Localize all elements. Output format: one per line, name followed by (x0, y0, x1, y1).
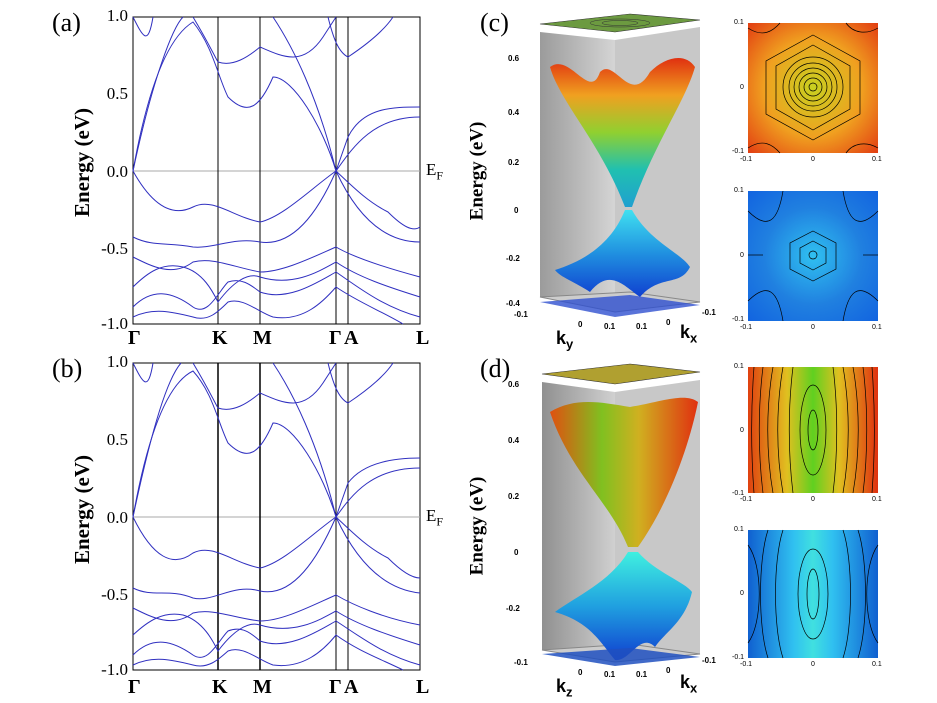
contour-d-lower (747, 529, 879, 659)
kpoint-b-m: M (253, 676, 272, 698)
c-base-tick-3: 0.1 (604, 322, 616, 331)
panel-label-d: (d) (480, 354, 511, 383)
cu-xtick-1: -0.1 (740, 156, 753, 163)
du-ytick-1: 0.1 (734, 363, 744, 370)
axis-kx-c: kx (680, 322, 698, 346)
kpoint-b-gamma2: Γ (329, 676, 342, 698)
contour-d-upper (748, 366, 878, 494)
c-base-tick-1: -0.1 (514, 310, 528, 319)
d-base-tick-4: 0.1 (636, 670, 648, 679)
cu-ytick-2: 0 (740, 84, 744, 91)
ytick-a-4: -0.5 (101, 239, 128, 258)
d-base-tick-1: -0.1 (514, 658, 528, 667)
surface-3d-c (539, 13, 701, 317)
c-base-tick-6: -0.1 (702, 308, 716, 317)
axis-ky: ky (556, 328, 574, 352)
du-xtick-2: 0 (811, 496, 815, 503)
kpoint-a-gamma: Γ (128, 327, 141, 349)
fermi-label-a: EF (426, 160, 444, 183)
contour-c-upper (747, 22, 879, 154)
zd-tick-4: 0 (514, 548, 519, 557)
c-base-tick-5: 0 (666, 318, 671, 327)
band-structure-b (132, 362, 421, 671)
ytick-b-5: -1.0 (101, 660, 128, 679)
kpoint-b-gamma: Γ (128, 676, 141, 698)
dl-xtick-2: 0 (811, 661, 815, 668)
d-base-tick-5: 0 (666, 666, 671, 675)
d-base-tick-3: 0.1 (604, 670, 616, 679)
d-base-tick-6: -0.1 (702, 656, 716, 665)
zd-tick-3: 0.2 (508, 492, 520, 501)
dl-ytick-3: -0.1 (732, 654, 745, 661)
cl-ytick-2: 0 (740, 252, 744, 259)
cu-ytick-1: 0.1 (734, 19, 744, 26)
cl-ytick-1: 0.1 (734, 187, 744, 194)
ytick-b-2: 0.5 (106, 430, 128, 449)
du-xtick-3: 0.1 (872, 496, 882, 503)
ytick-a-3: 0.0 (106, 162, 128, 181)
zc-tick-4: 0 (514, 206, 519, 215)
ytick-b-1: 1.0 (106, 352, 128, 371)
dl-xtick-3: 0.1 (872, 661, 882, 668)
axis-kz: kz (556, 676, 573, 700)
ylabel-d: Energy (eV) (466, 476, 488, 576)
ytick-b-3: 0.0 (106, 508, 128, 527)
kpoint-a-l: L (416, 327, 430, 349)
band-structure-a (132, 16, 421, 325)
fermi-label-b: EF (426, 506, 444, 529)
ytick-a-1: 1.0 (106, 6, 128, 25)
cl-xtick-2: 0 (811, 324, 815, 331)
panel-label-b: (b) (52, 354, 83, 383)
kpoint-b-k: K (212, 676, 228, 698)
zc-tick-3: 0.2 (508, 158, 520, 167)
panel-label-c: (c) (480, 8, 509, 37)
zd-tick-1: 0.6 (508, 380, 520, 389)
ytick-a-5: -1.0 (101, 314, 128, 333)
du-xtick-1: -0.1 (740, 496, 753, 503)
zc-tick-5: -0.2 (506, 254, 520, 263)
kpoint-a-k: K (212, 327, 228, 349)
zd-tick-2: 0.4 (508, 436, 520, 445)
kpoint-a-a: A (344, 327, 359, 349)
kpoint-a-m: M (253, 327, 272, 349)
du-ytick-2: 0 (740, 427, 744, 434)
kpoint-b-l: L (416, 676, 430, 698)
axis-kx-d: kx (680, 672, 698, 696)
dl-xtick-1: -0.1 (740, 661, 753, 668)
dl-ytick-2: 0 (740, 590, 744, 597)
kpoint-a-gamma2: Γ (329, 327, 342, 349)
panel-label-a: (a) (52, 8, 81, 37)
surface-3d-d (541, 363, 701, 666)
ytick-b-4: -0.5 (101, 585, 128, 604)
d-base-tick-2: 0 (578, 668, 583, 677)
du-ytick-3: -0.1 (732, 490, 745, 497)
cu-ytick-3: -0.1 (732, 148, 745, 155)
zd-tick-5: -0.2 (506, 604, 520, 613)
c-base-tick-4: 0.1 (636, 322, 648, 331)
zc-tick-1: 0.6 (508, 54, 520, 63)
cl-xtick-1: -0.1 (740, 324, 753, 331)
cl-ytick-3: -0.1 (732, 316, 745, 323)
cu-xtick-2: 0 (811, 156, 815, 163)
zc-tick-2: 0.4 (508, 108, 520, 117)
dl-ytick-1: 0.1 (734, 526, 744, 533)
cl-xtick-3: 0.1 (872, 324, 882, 331)
kpoint-b-a: A (344, 676, 359, 698)
contour-c-lower (747, 190, 879, 322)
ytick-a-2: 0.5 (106, 84, 128, 103)
cu-xtick-3: 0.1 (872, 156, 882, 163)
zc-tick-6: -0.4 (506, 299, 520, 308)
ylabel-c: Energy (eV) (466, 121, 488, 221)
c-base-tick-2: 0 (578, 320, 583, 329)
